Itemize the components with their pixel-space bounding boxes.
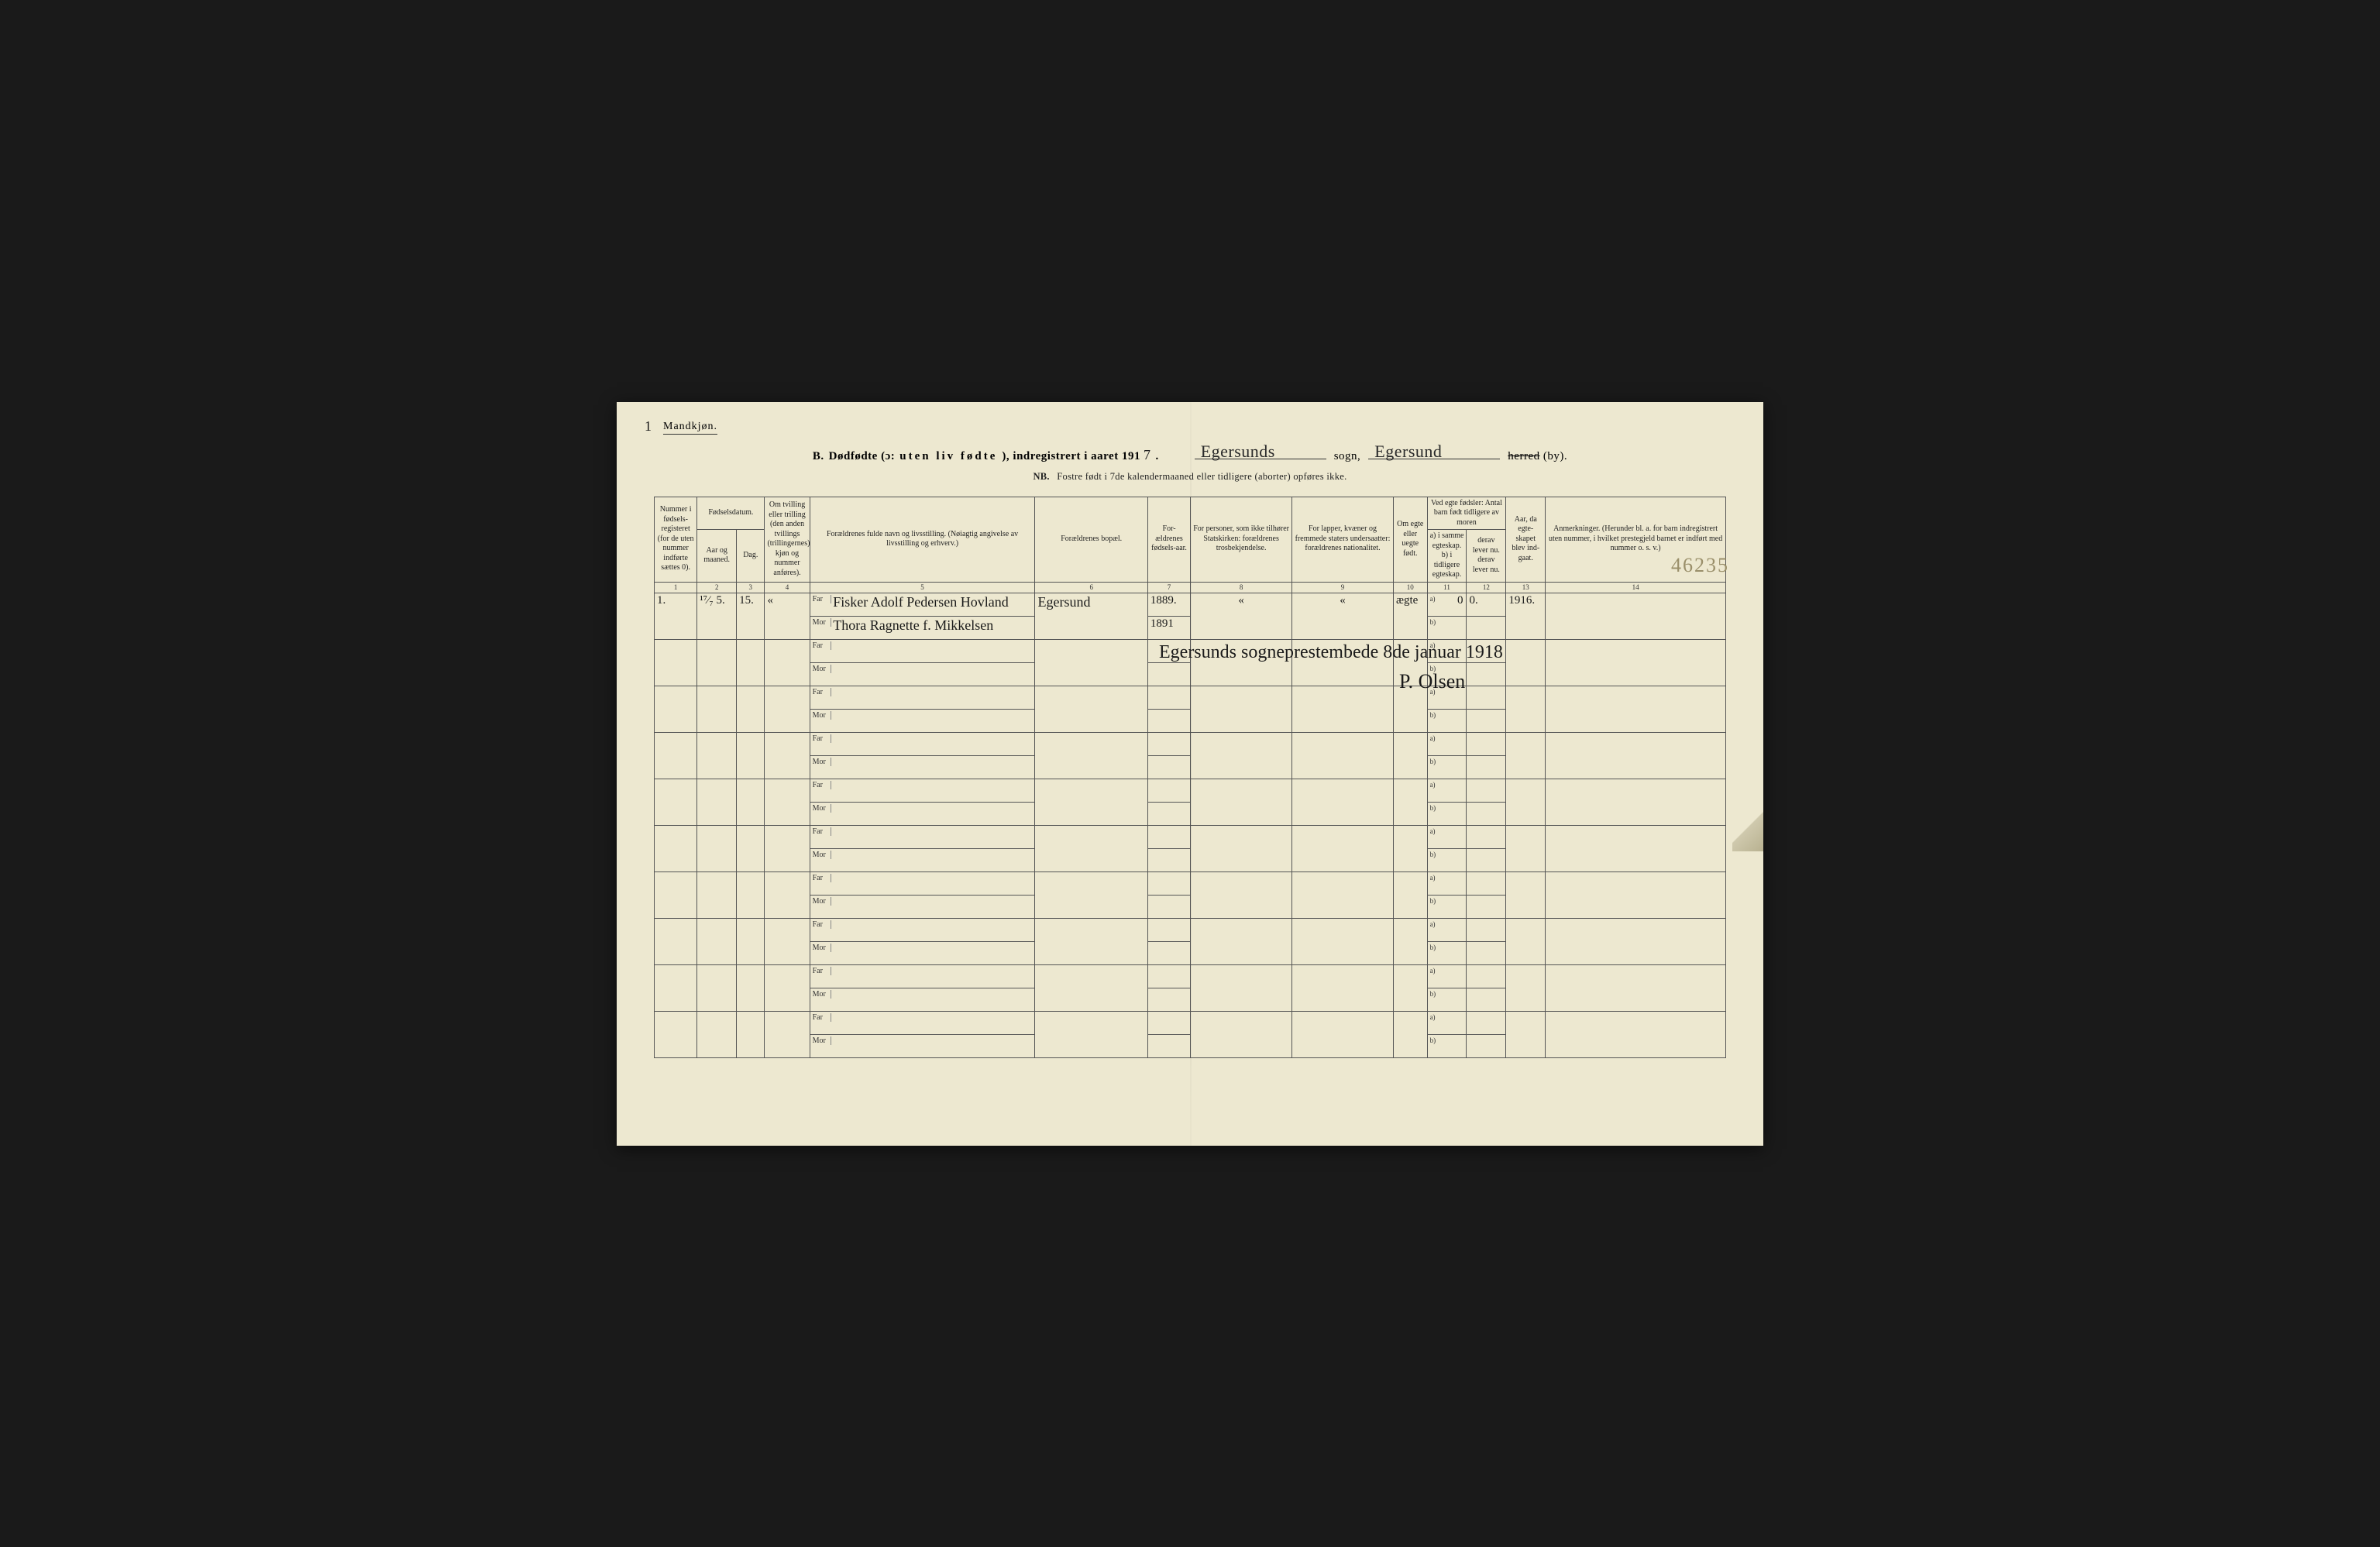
coln-6: 6 bbox=[1035, 582, 1147, 593]
table-header: Nummer i fødsels-registeret (for de uten… bbox=[655, 497, 1726, 593]
entry-1-aarmnd: ¹⁷⁄₇ 5. bbox=[700, 594, 724, 607]
blank-row: Far a) bbox=[655, 686, 1726, 709]
coln-13: 13 bbox=[1506, 582, 1546, 593]
register-page: 1 Mandkjøn. B. Dødfødte (ɔ: uten liv fød… bbox=[617, 402, 1763, 1146]
sogn-label: sogn, bbox=[1334, 450, 1361, 463]
entry-1-c12a: 0. bbox=[1469, 594, 1477, 607]
col-4-header: Om tvilling eller trilling (den anden tv… bbox=[765, 497, 810, 582]
title-blanks: Egersunds sogn, Egersund herred (by). bbox=[1195, 442, 1567, 463]
entry-1-mor-aar: 1891 bbox=[1150, 617, 1174, 630]
margin-archive-number: 46235 bbox=[1671, 554, 1729, 577]
entry-1-far-name: Fisker Adolf Pedersen Hovland bbox=[833, 594, 1008, 610]
subtitle-text: Fostre født i 7de kalendermaaned eller t… bbox=[1057, 471, 1346, 482]
title-prefix: B. bbox=[813, 450, 824, 463]
entry-1-far-row: 1. ¹⁷⁄₇ 5. 15. « Far Fisker Adolf Peders… bbox=[655, 593, 1726, 616]
title-main: Dødfødte (ɔ: bbox=[829, 450, 896, 463]
blank-row: Far a) bbox=[655, 732, 1726, 755]
entry-1-bopel: Egersund bbox=[1037, 594, 1090, 610]
blank-row: Far a) bbox=[655, 639, 1726, 662]
coln-4: 4 bbox=[765, 582, 810, 593]
entry-1-c9: « bbox=[1340, 594, 1346, 607]
coln-9: 9 bbox=[1292, 582, 1394, 593]
coln-8: 8 bbox=[1191, 582, 1292, 593]
blank-row: Far a) bbox=[655, 964, 1726, 988]
entry-1-c13: 1916. bbox=[1508, 594, 1535, 607]
col-9-header: For lapper, kvæner og fremmede staters u… bbox=[1292, 497, 1394, 582]
coln-11: 11 bbox=[1427, 582, 1467, 593]
blank-row: Far a) bbox=[655, 825, 1726, 848]
title-year-digit: 7 bbox=[1144, 448, 1151, 462]
far-label: Far bbox=[813, 595, 831, 603]
col-5-header: Forældrenes fulde navn og livsstilling. … bbox=[810, 497, 1035, 582]
title-suffix: ), indregistrert i aaret 191 bbox=[1002, 450, 1140, 463]
entry-1-remarks bbox=[1546, 593, 1726, 639]
col-11a-header: a) i samme egteskap. b) i tidligere egte… bbox=[1427, 530, 1467, 583]
entry-1-far-cell: Far Fisker Adolf Pedersen Hovland bbox=[810, 593, 1035, 616]
blank-row: Far a) bbox=[655, 1011, 1726, 1034]
coln-1: 1 bbox=[655, 582, 697, 593]
page-number-handwritten: 1 bbox=[645, 419, 652, 433]
coln-5: 5 bbox=[810, 582, 1035, 593]
col-6-header: Forældrenes bopæl. bbox=[1035, 497, 1147, 582]
col-2b-header: Dag. bbox=[737, 530, 765, 583]
form-title: B. Dødfødte (ɔ: uten liv fødte ), indregi… bbox=[654, 442, 1726, 463]
herred-strike: herred bbox=[1508, 450, 1539, 462]
sogn-handwritten: Egersunds bbox=[1201, 443, 1275, 460]
gender-heading: Mandkjøn. bbox=[663, 421, 717, 435]
coln-12: 12 bbox=[1467, 582, 1506, 593]
coln-2: 2 bbox=[697, 582, 737, 593]
entry-1-dag: 15. bbox=[739, 594, 754, 607]
entry-1-c8: « bbox=[1238, 594, 1244, 607]
col-2-top-header: Fødselsdatum. bbox=[697, 497, 765, 530]
title-spaced: uten liv fødte bbox=[899, 450, 997, 463]
entry-1-tvilling: « bbox=[767, 594, 773, 607]
coln-14: 14 bbox=[1546, 582, 1726, 593]
coln-10: 10 bbox=[1393, 582, 1427, 593]
blank-row: Far a) bbox=[655, 779, 1726, 802]
col-11-top-header: Ved egte fødsler: Antal barn født tidlig… bbox=[1427, 497, 1506, 530]
entry-1-mor-cell: Mor Thora Ragnette f. Mikkelsen bbox=[810, 616, 1035, 639]
blank-row: Far a) bbox=[655, 871, 1726, 895]
herred-rest: (by). bbox=[1543, 450, 1567, 462]
sogn-blank: Egersunds bbox=[1195, 442, 1326, 459]
col-13-header: Aar, da egte-skapet blev ind-gaat. bbox=[1506, 497, 1546, 582]
coln-7: 7 bbox=[1147, 582, 1190, 593]
subtitle-nb: NB. bbox=[1033, 471, 1049, 482]
herred-handwritten: Egersund bbox=[1374, 443, 1442, 460]
register-table: Nummer i fødsels-registeret (for de uten… bbox=[654, 497, 1726, 1058]
col-8-header: For personer, som ikke tilhører Statskir… bbox=[1191, 497, 1292, 582]
table-body: 1. ¹⁷⁄₇ 5. 15. « Far Fisker Adolf Peders… bbox=[655, 593, 1726, 1057]
entry-1-mor-name: Thora Ragnette f. Mikkelsen bbox=[833, 617, 993, 633]
column-numbers-row: 1 2 3 4 5 6 7 8 9 10 11 12 13 14 bbox=[655, 582, 1726, 593]
col-1-header: Nummer i fødsels-registeret (for de uten… bbox=[655, 497, 697, 582]
entry-1-egte: ægte bbox=[1396, 594, 1418, 607]
entry-1-far-aar: 1889. bbox=[1150, 594, 1177, 607]
entry-1-c11b-cell: b) bbox=[1427, 616, 1467, 639]
mor-label: Mor bbox=[813, 618, 831, 627]
coln-3: 3 bbox=[737, 582, 765, 593]
entry-1-num: 1. bbox=[657, 594, 666, 607]
col-7-header: For-ældrenes fødsels-aar. bbox=[1147, 497, 1190, 582]
entry-1-c11a-cell: a) 0 bbox=[1427, 593, 1467, 616]
page-corner-fold bbox=[1732, 805, 1763, 851]
title-period: . bbox=[1155, 450, 1158, 463]
col-10-header: Om egte eller uegte født. bbox=[1393, 497, 1427, 582]
col-2a-header: Aar og maaned. bbox=[697, 530, 737, 583]
herred-label: herred (by). bbox=[1508, 450, 1567, 463]
subtitle: NB. Fostre født i 7de kalendermaaned ell… bbox=[654, 471, 1726, 483]
blank-row: Far a) bbox=[655, 918, 1726, 941]
herred-blank: Egersund bbox=[1368, 442, 1500, 459]
entry-1-c11a: 0 bbox=[1457, 595, 1463, 607]
col-12-header: derav lever nu. derav lever nu. bbox=[1467, 530, 1506, 583]
